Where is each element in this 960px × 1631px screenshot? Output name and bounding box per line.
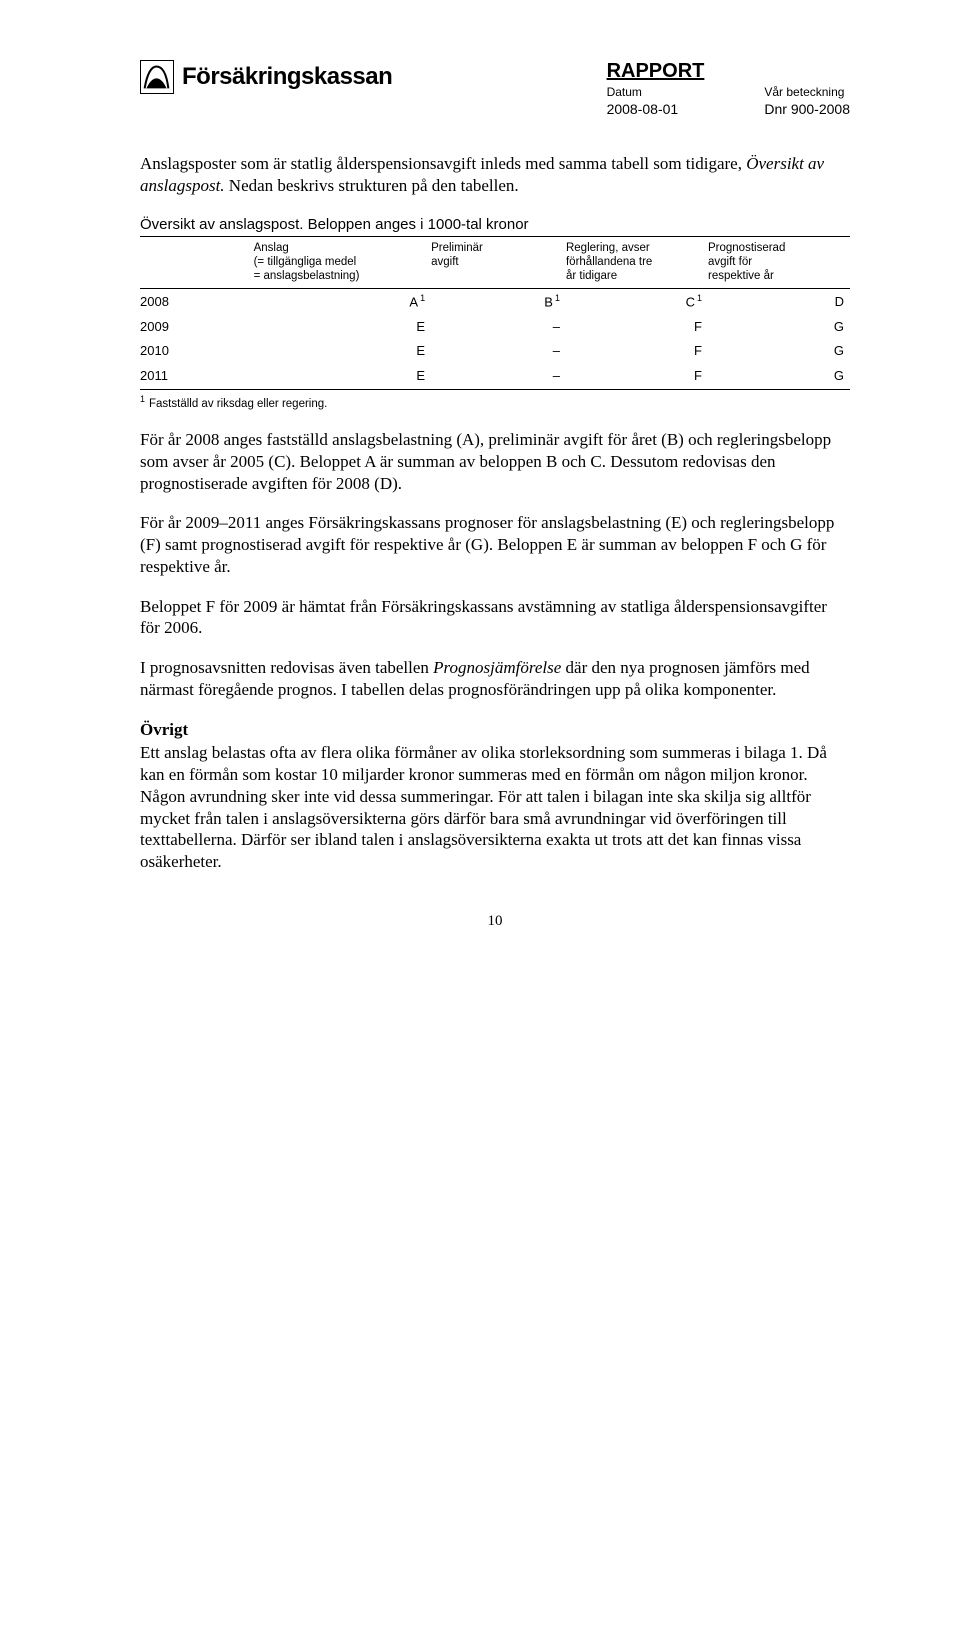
- intro-paragraph: Anslagsposter som är statlig ålderspensi…: [140, 153, 850, 197]
- ref-value: Dnr 900-2008: [764, 101, 850, 117]
- intro-text-a: Anslagsposter som är statlig ålderspensi…: [140, 154, 746, 173]
- cell-c: F: [566, 315, 708, 340]
- cell-val: B: [544, 294, 553, 309]
- cell-b: –: [431, 364, 566, 389]
- th-text: = anslagsbelastning): [254, 270, 360, 282]
- cell-b: –: [431, 339, 566, 364]
- paragraph-3: För år 2009–2011 anges Försäkringskassan…: [140, 512, 850, 577]
- body-content: Anslagsposter som är statlig ålderspensi…: [140, 153, 850, 873]
- cell-val: A: [409, 294, 418, 309]
- brand-name: Försäkringskassan: [182, 60, 392, 94]
- header-col-ref: . Vår beteckning Dnr 900-2008: [764, 60, 850, 117]
- p5-italic: Prognosjämförelse: [433, 658, 561, 677]
- th-text: Prognostiserad: [708, 242, 785, 254]
- intro-text-c: Nedan beskrivs strukturen på den tabelle…: [225, 176, 519, 195]
- table-row: 2011 E – F G: [140, 364, 850, 389]
- paragraph-4: Beloppet F för 2009 är hämtat från Försä…: [140, 596, 850, 640]
- cell-a: A1: [254, 288, 432, 314]
- ref-label: Vår beteckning: [764, 85, 850, 99]
- date-label: Datum: [607, 85, 705, 99]
- cell-d: G: [708, 339, 850, 364]
- brand-block: Försäkringskassan: [140, 60, 392, 94]
- cell-sup: 1: [697, 293, 702, 303]
- cell-b: B1: [431, 288, 566, 314]
- cell-a: E: [254, 339, 432, 364]
- cell-d: G: [708, 315, 850, 340]
- cell-c: F: [566, 339, 708, 364]
- heading-ovrigt: Övrigt: [140, 719, 850, 741]
- cell-sup: 1: [420, 293, 425, 303]
- table-row: 2009 E – F G: [140, 315, 850, 340]
- th-text: Anslag: [254, 242, 289, 254]
- th-prognost: Prognostiserad avgift för respektive år: [708, 236, 850, 288]
- th-text: respektive år: [708, 270, 774, 282]
- p5-a: I prognosavsnitten redovisas även tabell…: [140, 658, 433, 677]
- th-text: år tidigare: [566, 270, 617, 282]
- paragraph-2: För år 2008 anges fastställd anslagsbela…: [140, 429, 850, 494]
- footnote-text: Fastställd av riksdag eller regering.: [149, 397, 327, 409]
- date-value: 2008-08-01: [607, 101, 705, 117]
- page-header: Försäkringskassan RAPPORT Datum 2008-08-…: [140, 60, 850, 117]
- th-text: avgift: [431, 256, 459, 268]
- table-row: 2010 E – F G: [140, 339, 850, 364]
- th-text: avgift för: [708, 256, 752, 268]
- cell-sup: 1: [555, 293, 560, 303]
- page-number: 10: [140, 913, 850, 930]
- cell-year: 2010: [140, 339, 254, 364]
- cell-a: E: [254, 315, 432, 340]
- cell-d: D: [708, 288, 850, 314]
- brand-logo-icon: [140, 60, 174, 94]
- table-header-row: Anslag (= tillgängliga medel = anslagsbe…: [140, 236, 850, 288]
- cell-year: 2011: [140, 364, 254, 389]
- th-text: förhållandena tre: [566, 256, 652, 268]
- footnote-sup: 1: [140, 394, 145, 404]
- th-prelim: Preliminär avgift: [431, 236, 566, 288]
- paragraph-5: I prognosavsnitten redovisas även tabell…: [140, 657, 850, 701]
- table-row: 2008 A1 B1 C1 D: [140, 288, 850, 314]
- table-footnote: 1 Fastställd av riksdag eller regering.: [140, 394, 850, 412]
- th-text: Reglering, avser: [566, 242, 650, 254]
- th-text: (= tillgängliga medel: [254, 256, 357, 268]
- header-col-report: RAPPORT Datum 2008-08-01: [607, 60, 705, 117]
- th-anslag: Anslag (= tillgängliga medel = anslagsbe…: [254, 236, 432, 288]
- cell-year: 2008: [140, 288, 254, 314]
- cell-d: G: [708, 364, 850, 389]
- overview-table: Anslag (= tillgängliga medel = anslagsbe…: [140, 236, 850, 390]
- cell-c: C1: [566, 288, 708, 314]
- report-title: RAPPORT: [607, 60, 705, 83]
- th-text: Preliminär: [431, 242, 483, 254]
- table-caption: Översikt av anslagspost. Beloppen anges …: [140, 215, 850, 234]
- th-blank: [140, 236, 254, 288]
- cell-b: –: [431, 315, 566, 340]
- cell-val: C: [686, 294, 695, 309]
- cell-c: F: [566, 364, 708, 389]
- cell-a: E: [254, 364, 432, 389]
- paragraph-6: Ett anslag belastas ofta av flera olika …: [140, 742, 850, 873]
- cell-year: 2009: [140, 315, 254, 340]
- th-reglering: Reglering, avser förhållandena tre år ti…: [566, 236, 708, 288]
